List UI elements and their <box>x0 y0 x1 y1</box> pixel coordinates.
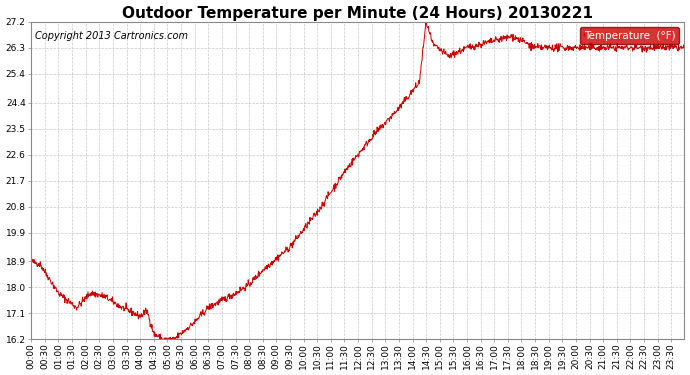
Legend: Temperature  (°F): Temperature (°F) <box>580 27 679 44</box>
Title: Outdoor Temperature per Minute (24 Hours) 20130221: Outdoor Temperature per Minute (24 Hours… <box>122 6 593 21</box>
Text: Copyright 2013 Cartronics.com: Copyright 2013 Cartronics.com <box>34 31 188 41</box>
